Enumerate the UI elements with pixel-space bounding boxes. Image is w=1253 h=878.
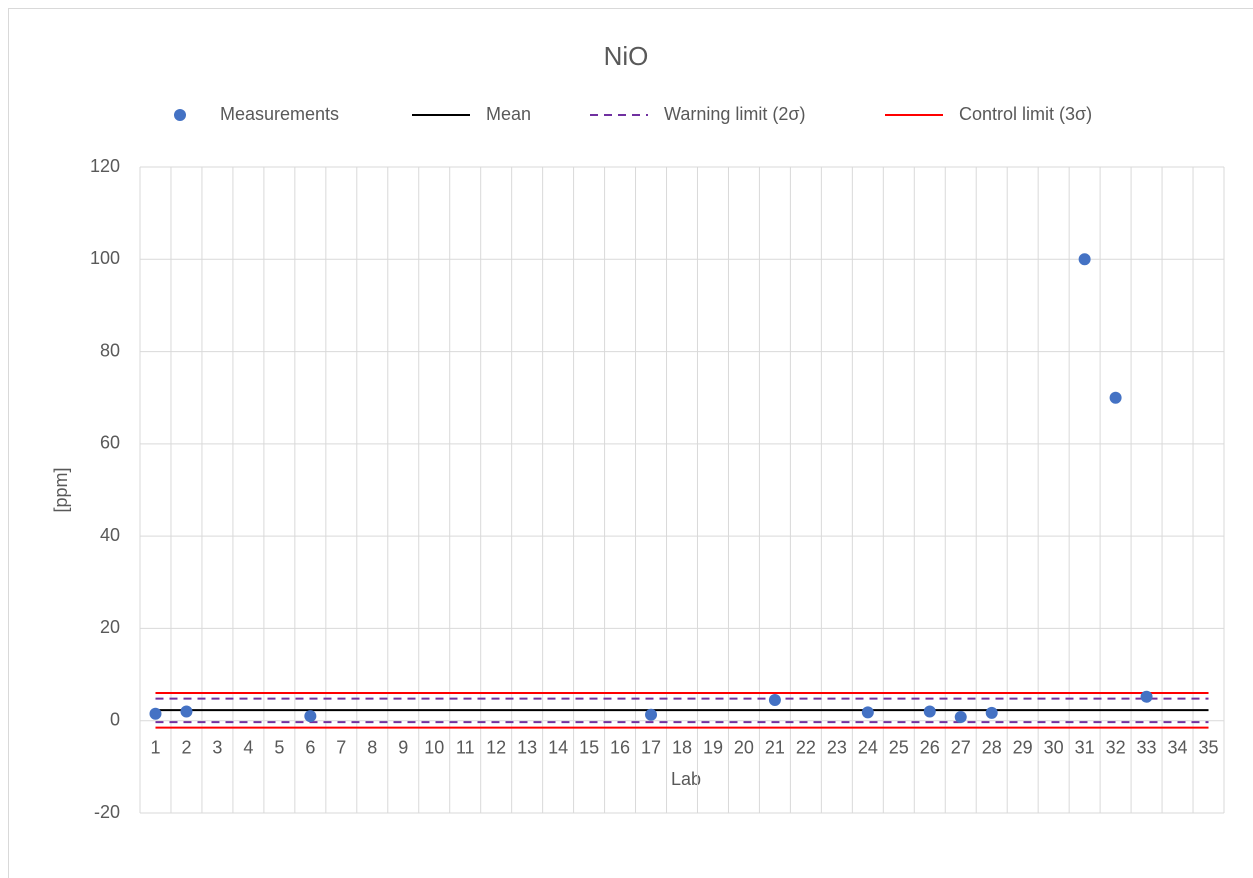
x-tick-label: 18 bbox=[672, 737, 692, 757]
data-point bbox=[954, 711, 967, 724]
legend-marker bbox=[174, 109, 186, 121]
x-tick-label: 20 bbox=[734, 737, 754, 757]
x-tick-label: 1 bbox=[150, 737, 160, 757]
x-tick-label: 21 bbox=[765, 737, 785, 757]
x-tick-label: 31 bbox=[1075, 737, 1095, 757]
x-tick-label: 4 bbox=[243, 737, 253, 757]
legend-label: Warning limit (2σ) bbox=[664, 104, 805, 124]
chart-title: NiO bbox=[604, 41, 649, 71]
x-tick-label: 32 bbox=[1106, 737, 1126, 757]
data-point bbox=[304, 710, 317, 723]
x-tick-label: 16 bbox=[610, 737, 630, 757]
x-tick-label: 33 bbox=[1137, 737, 1157, 757]
data-point bbox=[768, 693, 781, 706]
x-tick-label: 15 bbox=[579, 737, 599, 757]
data-point bbox=[180, 705, 193, 718]
y-tick-label: 120 bbox=[90, 156, 120, 176]
y-tick-label: 100 bbox=[90, 248, 120, 268]
x-tick-label: 12 bbox=[486, 737, 506, 757]
x-tick-label: 29 bbox=[1013, 737, 1033, 757]
data-point bbox=[1140, 690, 1153, 703]
legend-label: Measurements bbox=[220, 104, 339, 124]
y-tick-label: 40 bbox=[100, 525, 120, 545]
y-tick-label: 20 bbox=[100, 617, 120, 637]
data-point bbox=[861, 706, 874, 719]
x-tick-label: 6 bbox=[305, 737, 315, 757]
x-tick-label: 10 bbox=[424, 737, 444, 757]
x-tick-label: 5 bbox=[274, 737, 284, 757]
x-tick-label: 11 bbox=[456, 737, 475, 757]
x-tick-label: 22 bbox=[796, 737, 816, 757]
x-tick-label: 17 bbox=[641, 737, 661, 757]
x-tick-label: 14 bbox=[548, 737, 568, 757]
data-point bbox=[1109, 391, 1122, 404]
x-tick-label: 24 bbox=[858, 737, 878, 757]
x-axis-label: Lab bbox=[671, 769, 701, 789]
legend-label: Mean bbox=[486, 104, 531, 124]
y-axis-label: [ppm] bbox=[51, 467, 71, 512]
x-tick-label: 27 bbox=[951, 737, 971, 757]
x-tick-label: 30 bbox=[1044, 737, 1064, 757]
legend-label: Control limit (3σ) bbox=[959, 104, 1092, 124]
data-point bbox=[149, 707, 162, 720]
y-tick-label: 80 bbox=[100, 340, 120, 360]
x-tick-label: 13 bbox=[517, 737, 537, 757]
x-tick-label: 7 bbox=[336, 737, 346, 757]
x-tick-label: 3 bbox=[212, 737, 222, 757]
x-tick-label: 28 bbox=[982, 737, 1002, 757]
y-tick-label: 60 bbox=[100, 433, 120, 453]
data-point bbox=[645, 708, 658, 721]
x-tick-label: 19 bbox=[703, 737, 723, 757]
x-tick-label: 9 bbox=[398, 737, 408, 757]
x-tick-label: 25 bbox=[889, 737, 909, 757]
x-tick-label: 2 bbox=[181, 737, 191, 757]
data-point bbox=[1078, 253, 1091, 266]
x-tick-label: 23 bbox=[827, 737, 847, 757]
y-tick-label: 0 bbox=[110, 709, 120, 729]
data-point bbox=[923, 705, 936, 718]
x-tick-label: 34 bbox=[1168, 737, 1188, 757]
x-tick-label: 8 bbox=[367, 737, 377, 757]
y-tick-label: -20 bbox=[94, 802, 120, 822]
x-tick-label: 35 bbox=[1198, 737, 1218, 757]
data-point bbox=[985, 706, 998, 719]
x-tick-label: 26 bbox=[920, 737, 940, 757]
chart-border bbox=[8, 8, 1253, 878]
